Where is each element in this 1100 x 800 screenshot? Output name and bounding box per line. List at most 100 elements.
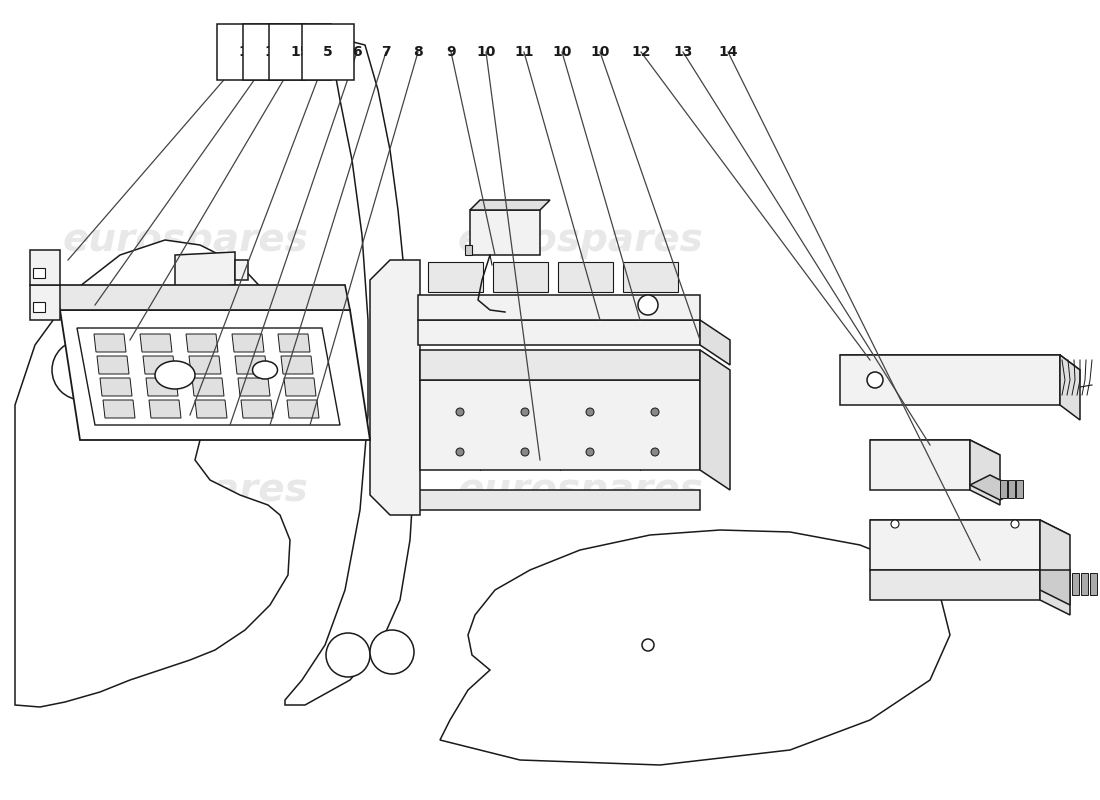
Circle shape — [651, 408, 659, 416]
Text: 8: 8 — [414, 45, 422, 59]
Polygon shape — [470, 200, 550, 210]
Polygon shape — [418, 295, 700, 320]
Polygon shape — [840, 355, 1060, 405]
Bar — [33, 268, 45, 278]
Polygon shape — [280, 356, 314, 374]
Polygon shape — [30, 250, 60, 285]
Bar — [1072, 573, 1079, 595]
Polygon shape — [60, 310, 370, 440]
Circle shape — [1011, 520, 1019, 528]
Polygon shape — [440, 530, 950, 765]
Bar — [1081, 573, 1088, 595]
Polygon shape — [186, 334, 218, 352]
Polygon shape — [97, 356, 129, 374]
Bar — [428, 262, 483, 292]
Ellipse shape — [253, 361, 277, 379]
Text: 5: 5 — [323, 45, 333, 59]
Polygon shape — [1040, 520, 1070, 615]
Polygon shape — [700, 350, 730, 490]
Polygon shape — [420, 350, 700, 380]
Polygon shape — [465, 245, 472, 255]
Circle shape — [456, 408, 464, 416]
Polygon shape — [870, 520, 1040, 570]
Text: 16: 16 — [264, 45, 284, 59]
Circle shape — [891, 520, 899, 528]
Polygon shape — [235, 260, 248, 280]
Polygon shape — [146, 378, 178, 396]
Circle shape — [651, 448, 659, 456]
Polygon shape — [148, 400, 182, 418]
Bar — [33, 302, 45, 312]
Polygon shape — [238, 378, 270, 396]
Polygon shape — [195, 400, 227, 418]
Polygon shape — [278, 334, 310, 352]
Circle shape — [638, 295, 658, 315]
Circle shape — [456, 448, 464, 456]
Text: eurospares: eurospares — [62, 221, 308, 259]
Bar — [558, 262, 613, 292]
Polygon shape — [285, 40, 415, 705]
Circle shape — [642, 639, 654, 651]
Polygon shape — [100, 378, 132, 396]
Polygon shape — [870, 440, 970, 490]
Text: eurospares: eurospares — [458, 471, 703, 509]
Polygon shape — [235, 356, 267, 374]
Polygon shape — [1040, 570, 1070, 605]
Circle shape — [521, 408, 529, 416]
Circle shape — [521, 448, 529, 456]
Text: 14: 14 — [718, 45, 738, 59]
Polygon shape — [370, 260, 420, 515]
Polygon shape — [420, 380, 700, 470]
Circle shape — [370, 630, 414, 674]
Polygon shape — [140, 334, 172, 352]
Text: 13: 13 — [673, 45, 693, 59]
Circle shape — [586, 408, 594, 416]
Bar — [1090, 573, 1097, 595]
Text: 17: 17 — [239, 45, 257, 59]
Text: 6: 6 — [352, 45, 362, 59]
Polygon shape — [287, 400, 319, 418]
Ellipse shape — [155, 361, 195, 389]
Text: 15: 15 — [290, 45, 310, 59]
Circle shape — [586, 448, 594, 456]
Text: 12: 12 — [631, 45, 651, 59]
Text: eurospares: eurospares — [458, 221, 703, 259]
Polygon shape — [241, 400, 273, 418]
Polygon shape — [103, 400, 135, 418]
Circle shape — [867, 372, 883, 388]
Text: 9: 9 — [447, 45, 455, 59]
Polygon shape — [55, 285, 350, 310]
Polygon shape — [470, 210, 540, 255]
Polygon shape — [418, 320, 700, 345]
Polygon shape — [192, 378, 224, 396]
Polygon shape — [143, 356, 175, 374]
Polygon shape — [1060, 355, 1080, 420]
Polygon shape — [1016, 480, 1023, 498]
Text: 10: 10 — [476, 45, 496, 59]
Text: 7: 7 — [382, 45, 390, 59]
Polygon shape — [77, 328, 340, 425]
Polygon shape — [189, 356, 221, 374]
Polygon shape — [870, 570, 1040, 600]
Polygon shape — [840, 355, 1080, 370]
Circle shape — [326, 633, 370, 677]
Text: eurospares: eurospares — [62, 471, 308, 509]
Text: 10: 10 — [591, 45, 609, 59]
Polygon shape — [418, 490, 700, 510]
Polygon shape — [870, 520, 1070, 535]
Polygon shape — [970, 475, 1020, 500]
Bar — [493, 262, 548, 292]
Bar — [623, 262, 678, 292]
Text: 11: 11 — [515, 45, 534, 59]
Polygon shape — [175, 252, 235, 290]
Polygon shape — [232, 334, 264, 352]
Polygon shape — [870, 440, 1000, 455]
Polygon shape — [94, 334, 126, 352]
Text: 10: 10 — [552, 45, 572, 59]
Polygon shape — [1000, 480, 1006, 498]
Polygon shape — [1008, 480, 1015, 498]
Circle shape — [52, 340, 112, 400]
Polygon shape — [30, 285, 60, 320]
Polygon shape — [15, 240, 290, 707]
Polygon shape — [284, 378, 316, 396]
